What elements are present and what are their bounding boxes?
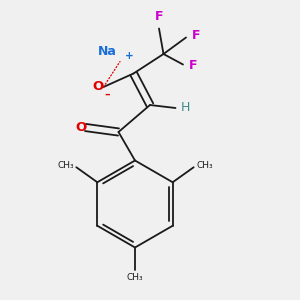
Text: O: O <box>93 80 104 94</box>
Text: Na: Na <box>98 46 116 59</box>
Text: F: F <box>155 10 163 23</box>
Text: CH₃: CH₃ <box>196 161 213 170</box>
Text: F: F <box>191 28 200 42</box>
Text: CH₃: CH₃ <box>127 273 143 282</box>
Text: +: + <box>125 51 134 61</box>
Text: CH₃: CH₃ <box>57 161 74 170</box>
Text: H: H <box>181 101 190 115</box>
Text: F: F <box>188 59 197 73</box>
Text: –: – <box>104 89 110 100</box>
Text: O: O <box>75 121 87 134</box>
